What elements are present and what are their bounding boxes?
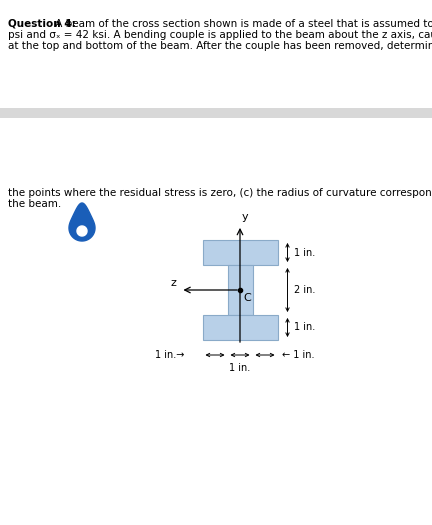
Text: z: z	[171, 278, 176, 288]
Text: psi and σₓ = 42 ksi. A bending couple is applied to the beam about the z axis, c: psi and σₓ = 42 ksi. A bending couple is…	[8, 30, 432, 40]
Text: 1 in.: 1 in.	[293, 247, 315, 257]
Text: 1 in.: 1 in.	[229, 363, 251, 373]
Text: at the top and bottom of the beam. After the couple has been removed, determine : at the top and bottom of the beam. After…	[8, 41, 432, 51]
Text: ← 1 in.: ← 1 in.	[283, 350, 315, 360]
Polygon shape	[77, 226, 87, 236]
Bar	[203, 240, 277, 265]
Text: C: C	[243, 293, 251, 303]
Text: 2 in.: 2 in.	[293, 285, 315, 295]
Polygon shape	[69, 203, 95, 241]
Text: A beam of the cross section shown is made of a steel that is assumed to be elast: A beam of the cross section shown is mad…	[52, 19, 432, 29]
Bar	[203, 315, 277, 340]
Text: 1 in.→: 1 in.→	[155, 350, 184, 360]
Text: the beam.: the beam.	[8, 199, 61, 209]
Text: 1 in.: 1 in.	[293, 322, 315, 332]
Text: Question 4:: Question 4:	[8, 19, 76, 29]
Text: the points where the residual stress is zero, (c) the radius of curvature corres: the points where the residual stress is …	[8, 188, 432, 198]
Text: y: y	[242, 212, 249, 222]
Bar	[0, 108, 432, 118]
Bar	[228, 265, 252, 315]
